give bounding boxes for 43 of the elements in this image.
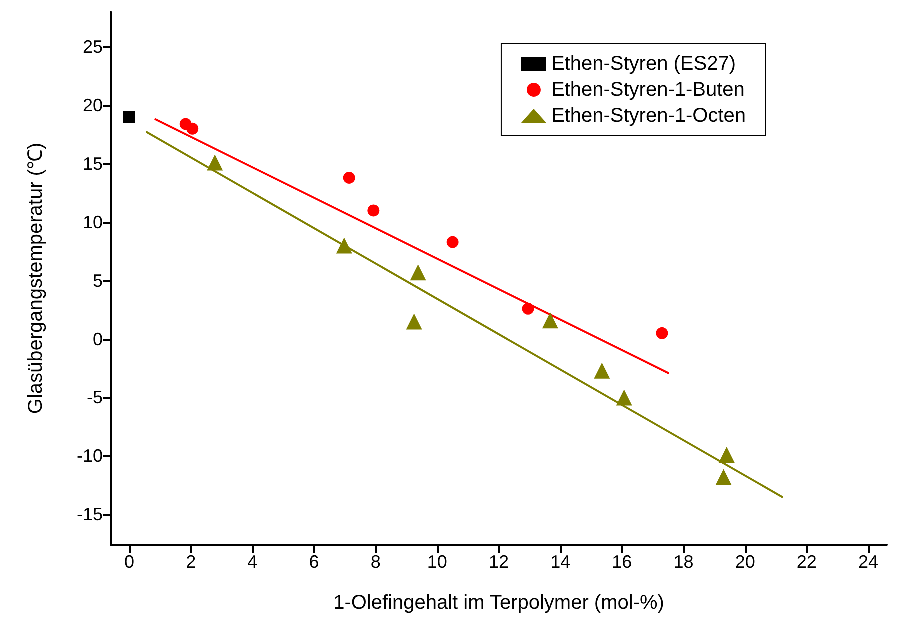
y-tick-label: 10	[82, 212, 103, 232]
point	[123, 111, 136, 124]
x-tick-label: 2	[186, 552, 196, 572]
point	[718, 447, 735, 463]
x-tick-label: 24	[858, 552, 879, 572]
x-tick-label: 20	[735, 552, 756, 572]
x-tick-label: 12	[488, 552, 510, 572]
x-axis-title: 1-Olefingehalt im Terpolymer (mol-%)	[334, 592, 664, 614]
point	[336, 238, 352, 254]
y-tick-label: 0	[92, 329, 103, 350]
point	[410, 264, 426, 281]
x-tick-label: 0	[124, 552, 134, 572]
point	[207, 154, 224, 171]
legend-label: Ethen-Styren (ES27)	[551, 53, 736, 75]
legend-label: Ethen-Styren-1-Octen	[551, 105, 746, 127]
point	[343, 172, 356, 184]
point	[522, 302, 534, 315]
y-tick-label: -15	[76, 504, 103, 525]
x-tick-label: 18	[674, 552, 694, 572]
y-tick-label: 25	[82, 37, 103, 58]
x-tick-label: 16	[612, 552, 632, 572]
legend-label: Ethen-Styren-1-Buten	[551, 79, 745, 101]
point	[594, 362, 610, 379]
point	[446, 236, 459, 248]
y-tick-label: -5	[86, 388, 103, 408]
x-tick-label: 6	[309, 552, 320, 572]
x-tick-label: 4	[248, 552, 258, 572]
x-tick-label: 10	[427, 552, 448, 572]
x-tick-label: 8	[370, 552, 381, 572]
y-tick-label: 5	[92, 270, 103, 291]
point	[186, 122, 199, 135]
y-tick-label: 15	[82, 154, 103, 174]
point	[716, 469, 732, 486]
point	[656, 327, 668, 340]
y-tick-label: 20	[82, 96, 103, 116]
x-tick-label: 14	[550, 552, 571, 572]
x-tick-label: 22	[796, 552, 817, 572]
point	[542, 312, 558, 329]
y-tick-label: -10	[76, 446, 103, 466]
y-axis-title: Glasübergangstemperatur (℃)	[25, 142, 47, 414]
point	[368, 204, 380, 217]
point	[406, 314, 422, 330]
point	[616, 390, 632, 406]
